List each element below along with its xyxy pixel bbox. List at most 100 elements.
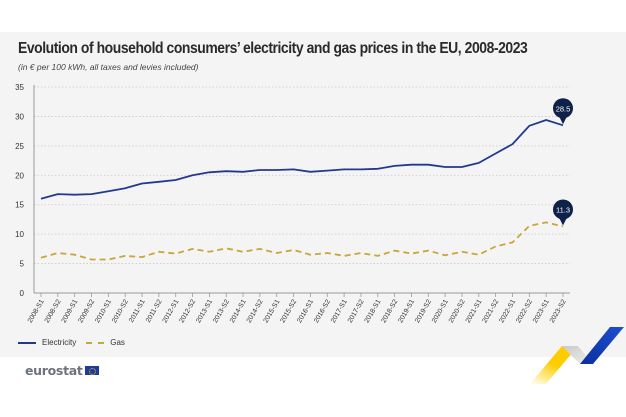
data-point-electricity[interactable] bbox=[325, 168, 330, 173]
data-point-gas[interactable] bbox=[173, 251, 178, 256]
data-point-gas[interactable] bbox=[443, 253, 448, 258]
data-point-electricity[interactable] bbox=[409, 162, 414, 167]
data-point-gas[interactable] bbox=[510, 240, 515, 245]
data-point-electricity[interactable] bbox=[89, 192, 94, 197]
data-point-gas[interactable] bbox=[224, 246, 229, 251]
data-point-gas[interactable] bbox=[325, 250, 330, 255]
data-point-gas[interactable] bbox=[140, 255, 145, 260]
data-point-electricity[interactable] bbox=[291, 167, 296, 172]
data-point-electricity[interactable] bbox=[544, 117, 549, 122]
data-point-electricity[interactable] bbox=[224, 169, 229, 174]
callout-pointer bbox=[559, 116, 567, 125]
y-tick-label: 10 bbox=[15, 230, 24, 239]
data-point-electricity[interactable] bbox=[375, 166, 380, 171]
data-point-gas[interactable] bbox=[241, 249, 246, 254]
series-line-electricity bbox=[40, 119, 564, 200]
data-point-electricity[interactable] bbox=[257, 167, 262, 172]
data-point-gas[interactable] bbox=[106, 257, 111, 262]
eurostat-logo: eurostat bbox=[25, 363, 99, 378]
data-point-gas[interactable] bbox=[493, 244, 498, 249]
data-point-electricity[interactable] bbox=[106, 189, 111, 194]
data-point-electricity[interactable] bbox=[358, 167, 363, 172]
data-point-electricity[interactable] bbox=[510, 142, 515, 147]
data-point-gas[interactable] bbox=[459, 249, 464, 254]
data-point-gas[interactable] bbox=[375, 253, 380, 258]
data-point-electricity[interactable] bbox=[342, 167, 347, 172]
callout-bubble bbox=[553, 98, 573, 119]
data-point-gas[interactable] bbox=[55, 250, 60, 255]
y-tick-label: 15 bbox=[15, 201, 24, 210]
legend-item-electricity[interactable]: Electricity bbox=[18, 338, 76, 347]
data-point-gas[interactable] bbox=[89, 257, 94, 262]
data-point-gas[interactable] bbox=[409, 251, 414, 256]
data-point-gas[interactable] bbox=[72, 252, 77, 257]
line-chart: 0 5 10 15 20 25 30 35 2008-S12008-S22009-S12009… bbox=[15, 83, 573, 324]
data-point-electricity[interactable] bbox=[527, 123, 532, 128]
data-point-electricity[interactable] bbox=[156, 179, 161, 184]
legend-item-gas[interactable]: Gas bbox=[86, 338, 125, 347]
legend: Electricity Gas bbox=[18, 338, 135, 347]
legend-label-gas: Gas bbox=[110, 338, 125, 347]
data-point-gas[interactable] bbox=[190, 246, 195, 251]
data-point-gas[interactable] bbox=[476, 252, 481, 257]
callout-bubble bbox=[553, 199, 573, 220]
data-point-gas[interactable] bbox=[342, 253, 347, 258]
data-point-electricity[interactable] bbox=[190, 173, 195, 178]
data-point-electricity[interactable] bbox=[241, 169, 246, 174]
data-point-electricity[interactable] bbox=[493, 151, 498, 156]
legend-label-electricity: Electricity bbox=[42, 338, 77, 347]
y-tick-label: 25 bbox=[15, 142, 24, 151]
callout-gas: 11.3 bbox=[553, 199, 573, 226]
data-point-gas[interactable] bbox=[358, 250, 363, 255]
callout-value: 28.5 bbox=[556, 104, 571, 113]
data-point-gas[interactable] bbox=[39, 255, 44, 260]
eurostat-wordmark: eurostat bbox=[25, 363, 83, 378]
data-point-gas[interactable] bbox=[308, 252, 313, 257]
y-tick-label: 30 bbox=[15, 112, 24, 121]
data-point-gas[interactable] bbox=[123, 253, 128, 258]
decorative-ribbon-icon bbox=[530, 327, 624, 384]
data-point-electricity[interactable] bbox=[72, 192, 77, 197]
chart-title: Evolution of household consumers’ electr… bbox=[18, 40, 528, 57]
x-tick-label: 2023-S2 bbox=[549, 298, 568, 324]
y-axis: 0 5 10 15 20 25 30 35 bbox=[15, 83, 35, 298]
legend-swatch-gas bbox=[86, 341, 105, 344]
data-point-electricity[interactable] bbox=[274, 167, 279, 172]
data-point-gas[interactable] bbox=[207, 249, 212, 254]
series-line-gas bbox=[40, 221, 564, 261]
data-point-gas[interactable] bbox=[274, 250, 279, 255]
data-point-gas[interactable] bbox=[156, 249, 161, 254]
data-point-gas[interactable] bbox=[527, 223, 532, 228]
data-point-gas[interactable] bbox=[392, 248, 397, 253]
y-tick-label: 35 bbox=[15, 83, 24, 92]
data-point-electricity[interactable] bbox=[308, 169, 313, 174]
x-axis: 2008-S12008-S22009-S12009-S22010-S12010-… bbox=[27, 292, 570, 324]
y-tick-label: 0 bbox=[20, 289, 25, 298]
data-point-electricity[interactable] bbox=[459, 165, 464, 170]
data-point-gas[interactable] bbox=[291, 248, 296, 253]
data-point-electricity[interactable] bbox=[426, 162, 431, 167]
data-point-electricity[interactable] bbox=[140, 181, 145, 186]
data-point-electricity[interactable] bbox=[39, 196, 44, 201]
data-point-electricity[interactable] bbox=[392, 163, 397, 168]
legend-swatch-electricity bbox=[18, 341, 36, 344]
series-lines bbox=[39, 117, 564, 262]
callout-pointer bbox=[559, 217, 567, 226]
data-point-gas[interactable] bbox=[257, 246, 262, 251]
data-point-electricity[interactable] bbox=[207, 170, 212, 175]
chart-subtitle: (in € per 100 kWh, all taxes and levies … bbox=[18, 62, 199, 72]
y-tick-label: 20 bbox=[15, 171, 24, 180]
chart-panel bbox=[0, 32, 626, 357]
eu-flag-icon bbox=[84, 366, 99, 375]
data-point-electricity[interactable] bbox=[476, 160, 481, 165]
data-point-gas[interactable] bbox=[544, 220, 549, 225]
callout-value: 11.3 bbox=[556, 205, 570, 214]
data-point-electricity[interactable] bbox=[123, 186, 128, 191]
data-point-gas[interactable] bbox=[426, 248, 431, 253]
data-point-electricity[interactable] bbox=[55, 192, 60, 197]
data-point-electricity[interactable] bbox=[173, 177, 178, 182]
data-point-electricity[interactable] bbox=[443, 165, 448, 170]
callout-electricity: 28.5 bbox=[553, 98, 573, 125]
value-callouts: 28.5 11.3 bbox=[553, 98, 573, 226]
gridlines bbox=[34, 86, 570, 264]
